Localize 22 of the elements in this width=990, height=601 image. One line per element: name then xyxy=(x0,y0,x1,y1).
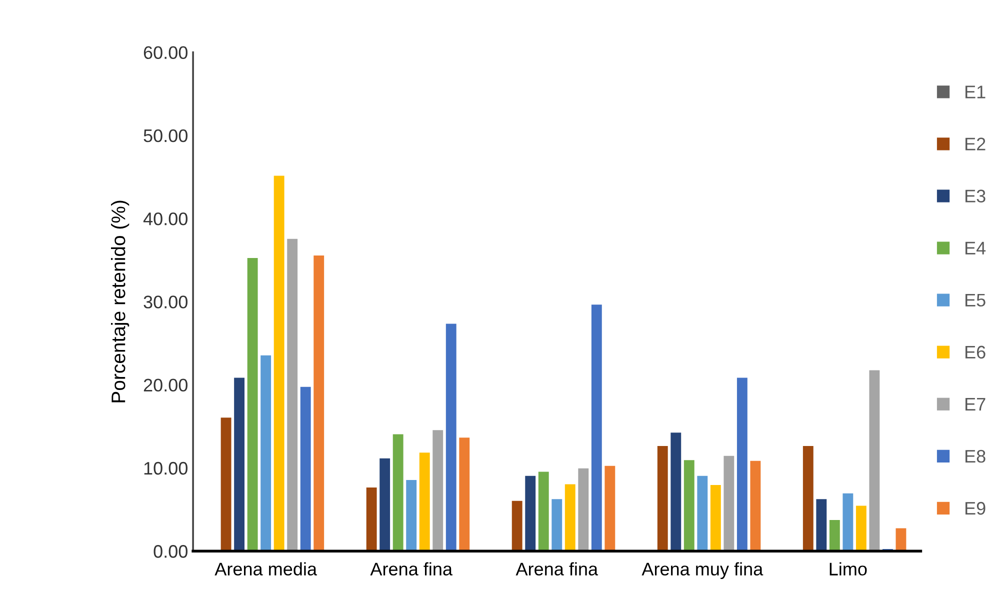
x-tick-label: Arena fina xyxy=(370,562,452,576)
legend-label: E2 xyxy=(966,138,986,150)
legend-label: E5 xyxy=(966,294,986,307)
x-tick-label: Limo xyxy=(830,562,867,576)
legend-label: E9 xyxy=(966,502,986,515)
y-tick-label: 10.00 xyxy=(144,462,188,475)
legend-label: E1 xyxy=(966,86,986,98)
legend-label: E8 xyxy=(966,450,986,463)
legend-label: E6 xyxy=(966,346,986,359)
y-tick-label: 30.00 xyxy=(144,296,188,308)
y-tick-label: 0.00 xyxy=(154,545,188,558)
y-tick-label: 50.00 xyxy=(144,129,188,142)
x-tick-label: Arena media xyxy=(214,562,318,576)
y-tick-label: 40.00 xyxy=(143,212,188,226)
legend-label: E4 xyxy=(966,242,986,254)
y-tick-label: 60.00 xyxy=(144,46,188,60)
x-tick-label: Arena fina xyxy=(516,562,598,576)
y-tick-label: 20.00 xyxy=(144,378,188,392)
legend-label: E7 xyxy=(966,398,986,410)
y-axis-title: Porcentaje retenido (%) xyxy=(110,200,130,402)
x-tick-label: Arena muy fina xyxy=(642,562,764,580)
legend-label: E3 xyxy=(966,190,986,202)
